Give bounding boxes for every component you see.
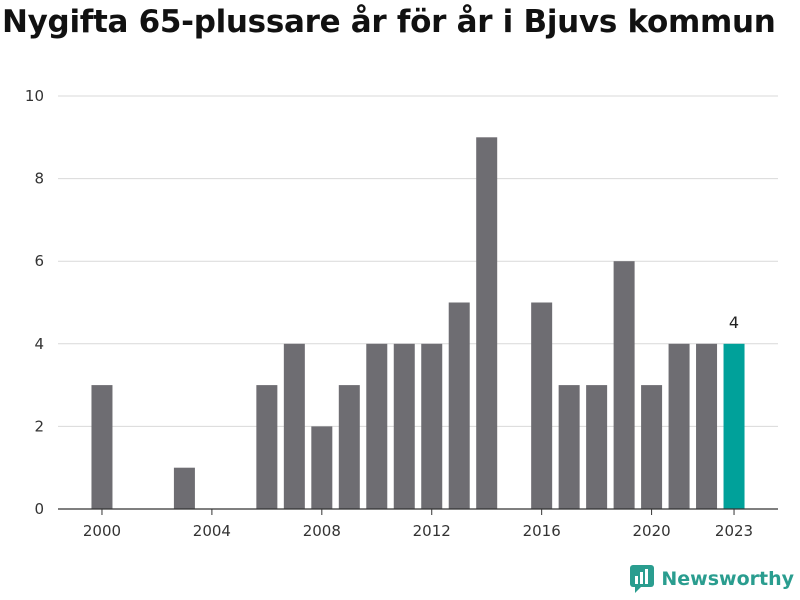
bar-2011 bbox=[393, 343, 415, 509]
y-tick-label: 10 bbox=[25, 87, 44, 105]
bars bbox=[91, 137, 745, 510]
x-tick-label: 2020 bbox=[632, 522, 670, 540]
bar-2010 bbox=[366, 343, 388, 509]
bar-2003 bbox=[173, 467, 195, 509]
chart-title: Nygifta 65-plussare år för år i Bjuvs ko… bbox=[2, 4, 776, 40]
bar-2009 bbox=[338, 385, 360, 509]
y-tick-label: 2 bbox=[34, 417, 44, 435]
bar-2023 bbox=[723, 343, 745, 509]
x-tick-label: 2008 bbox=[303, 522, 341, 540]
newsworthy-logo-icon bbox=[630, 565, 655, 593]
bar-2020 bbox=[641, 385, 663, 509]
y-tick-label: 8 bbox=[34, 170, 44, 188]
x-tick-label: 2000 bbox=[83, 522, 121, 540]
bar-2013 bbox=[448, 302, 470, 509]
bar-2007 bbox=[283, 343, 305, 509]
bar-2019 bbox=[613, 261, 635, 509]
x-tick-label: 2004 bbox=[193, 522, 231, 540]
bar-2021 bbox=[668, 343, 690, 509]
bar-2014 bbox=[476, 137, 498, 510]
y-tick-label: 0 bbox=[34, 500, 44, 518]
x-tick-label: 2016 bbox=[523, 522, 561, 540]
bar-2012 bbox=[421, 343, 443, 509]
data-label-highlight: 4 bbox=[729, 313, 739, 332]
y-tick-label: 4 bbox=[34, 335, 44, 353]
data-labels: 4 bbox=[729, 313, 739, 332]
brand-name: Newsworthy bbox=[661, 568, 794, 590]
bar-2022 bbox=[696, 343, 718, 509]
x-tick-label: 2023 bbox=[715, 522, 753, 540]
y-tick-label: 6 bbox=[34, 252, 44, 270]
newsworthy-logo[interactable]: Newsworthy bbox=[629, 564, 794, 594]
bar-2016 bbox=[531, 302, 553, 509]
x-axis: 2000 2004 2008 2012 2016 2020 2023 bbox=[58, 508, 778, 540]
bar-2017 bbox=[558, 385, 580, 509]
bar-2006 bbox=[256, 385, 278, 509]
bar-2000 bbox=[91, 385, 113, 509]
bar-2008 bbox=[311, 426, 333, 509]
x-tick-label: 2012 bbox=[413, 522, 451, 540]
bar-2018 bbox=[586, 385, 608, 509]
y-axis-ticks: 0 2 4 6 8 10 bbox=[25, 87, 44, 518]
